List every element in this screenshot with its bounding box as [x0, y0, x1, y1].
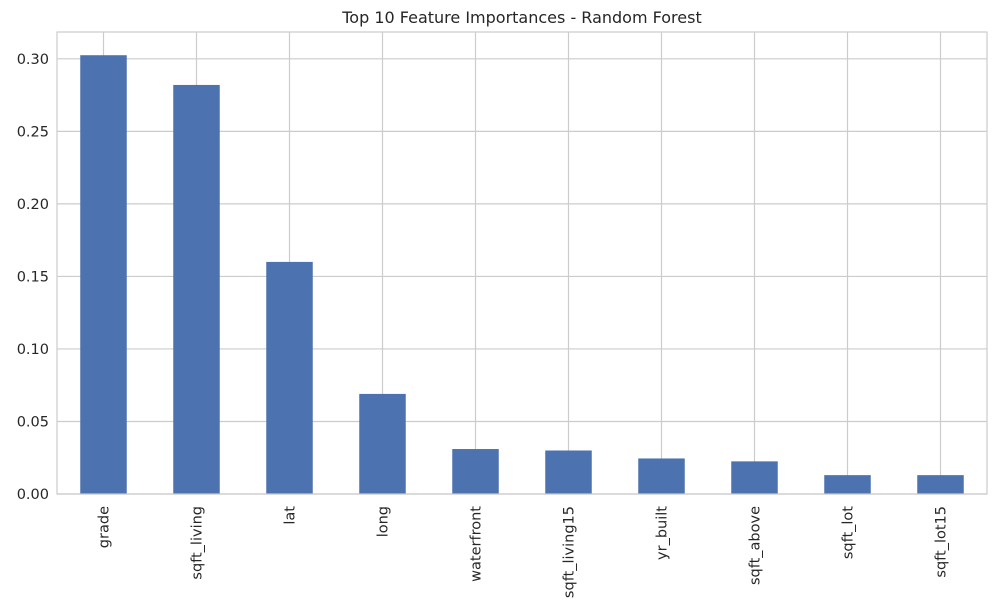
x-tick-label: sqft_above [748, 506, 764, 585]
bar-grade [80, 55, 127, 494]
bars-layer [80, 55, 964, 494]
y-axis-ticks: 0.00 0.05 0.10 0.15 0.20 0.25 0.30 [17, 52, 49, 503]
x-tick-label: lat [283, 506, 299, 525]
plot-frame [56, 31, 988, 495]
bar-sqft-living15 [545, 450, 592, 494]
chart-title: Top 10 Feature Importances - Random Fore… [341, 8, 701, 27]
y-tick-label: 0.05 [17, 414, 49, 430]
bar-lat [266, 261, 313, 494]
bar-long [359, 393, 406, 494]
x-axis-ticks: grade sqft_living lat long waterfront sqft_li… [97, 506, 950, 598]
x-tick-label: yr_built [655, 506, 671, 560]
bar-sqft-living [173, 84, 220, 494]
y-tick-label: 0.00 [17, 487, 49, 503]
x-tick-label: sqft_living [190, 506, 206, 580]
bar-sqft-lot15 [917, 475, 964, 494]
x-tick-label: grade [97, 506, 113, 548]
bar-sqft-above [731, 461, 778, 494]
y-tick-label: 0.25 [17, 124, 49, 140]
y-tick-label: 0.30 [17, 52, 49, 68]
x-tick-label: waterfront [469, 506, 485, 582]
y-tick-label: 0.20 [17, 197, 49, 213]
x-tick-label: sqft_living15 [562, 506, 578, 598]
bar-sqft-lot [824, 475, 871, 494]
y-tick-label: 0.15 [17, 269, 49, 285]
x-tick-label: sqft_lot [841, 506, 857, 559]
x-tick-label: long [376, 506, 392, 537]
bar-yr-built [638, 458, 685, 494]
bar-waterfront [452, 449, 499, 494]
x-tick-label: sqft_lot15 [934, 506, 950, 578]
y-tick-label: 0.10 [17, 342, 49, 358]
